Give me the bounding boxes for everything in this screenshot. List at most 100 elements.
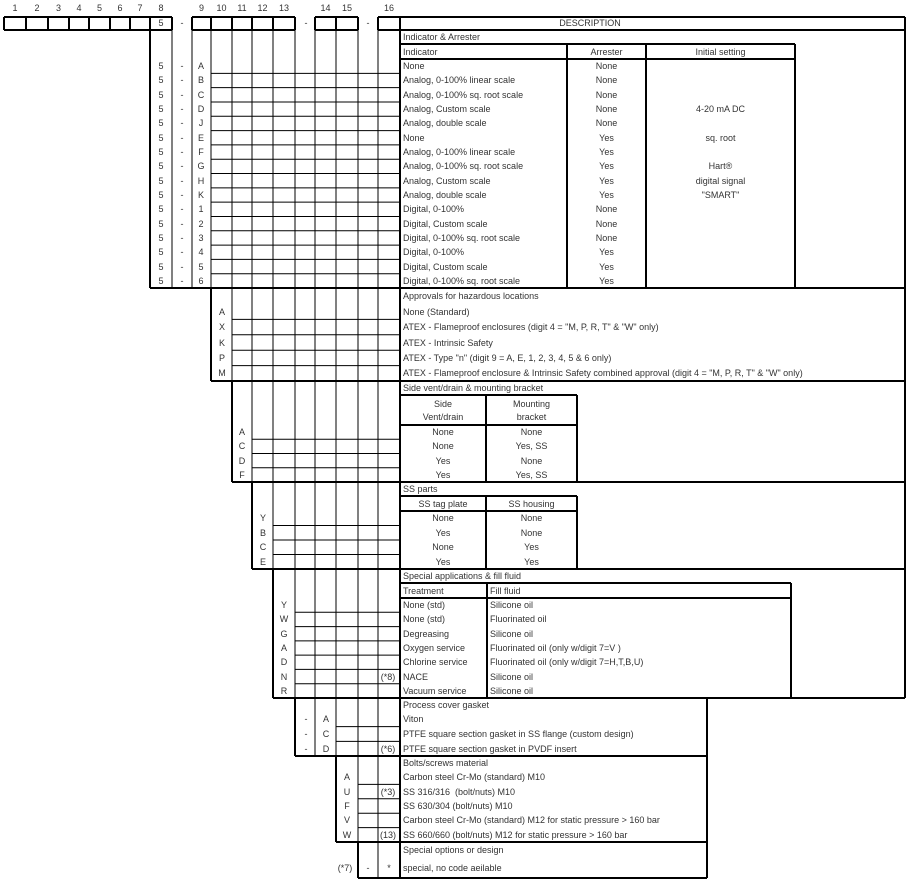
option-row[interactable] bbox=[400, 73, 905, 87]
option-row[interactable] bbox=[400, 202, 905, 216]
code-digit-box-16[interactable] bbox=[378, 17, 400, 30]
code-digit-box-6[interactable] bbox=[110, 17, 130, 30]
code-digit-box-13[interactable] bbox=[273, 17, 295, 30]
section-title: Side vent/drain & mounting bracket bbox=[403, 383, 544, 393]
option-row[interactable] bbox=[400, 259, 905, 273]
option-row[interactable] bbox=[400, 727, 707, 742]
option-row[interactable] bbox=[400, 439, 905, 453]
option-row[interactable] bbox=[400, 274, 905, 288]
option-row[interactable] bbox=[400, 858, 707, 878]
option-code: U bbox=[343, 786, 351, 797]
option-row[interactable] bbox=[400, 641, 905, 655]
option-row[interactable] bbox=[400, 366, 905, 381]
option-row[interactable] bbox=[400, 526, 905, 541]
option-row[interactable] bbox=[400, 454, 905, 468]
option-code: K bbox=[218, 337, 226, 348]
code-digit-box-14[interactable] bbox=[315, 17, 336, 30]
option-row[interactable] bbox=[400, 511, 905, 526]
option-description: None bbox=[432, 427, 454, 438]
option-description: None bbox=[595, 61, 618, 72]
option-description: ATEX - Type "n" (digit 9 = A, E, 1, 2, 3… bbox=[403, 352, 612, 363]
option-code: 6 bbox=[198, 275, 204, 286]
option-row[interactable] bbox=[400, 88, 905, 102]
option-row[interactable] bbox=[400, 612, 905, 626]
option-description: Yes bbox=[599, 247, 614, 258]
option-row[interactable] bbox=[400, 712, 707, 727]
code-prefix: (*7) bbox=[337, 863, 353, 873]
code-prefix: - bbox=[180, 61, 184, 72]
code-digit-box-10[interactable] bbox=[211, 17, 232, 30]
option-row[interactable] bbox=[400, 425, 905, 439]
code-digit-box-7[interactable] bbox=[130, 17, 150, 30]
option-row[interactable] bbox=[400, 555, 905, 570]
option-row[interactable] bbox=[400, 770, 707, 784]
code-digit-box-12[interactable] bbox=[252, 17, 273, 30]
option-row[interactable] bbox=[400, 669, 905, 683]
option-description: SS 316/316 (bolt/nuts) M10 bbox=[403, 786, 516, 797]
option-description: ATEX - Intrinsic Safety bbox=[403, 337, 493, 348]
option-row[interactable] bbox=[400, 102, 905, 116]
option-code: V bbox=[343, 815, 351, 826]
option-description: NACE bbox=[403, 671, 429, 682]
code-prefix: - bbox=[180, 261, 184, 272]
option-code: D bbox=[197, 104, 205, 115]
option-row[interactable] bbox=[400, 335, 905, 350]
option-row[interactable] bbox=[400, 784, 707, 798]
option-code: R bbox=[280, 685, 288, 696]
option-description: Yes bbox=[599, 161, 614, 172]
code-prefix: - bbox=[304, 729, 308, 739]
code-digit-box-5[interactable] bbox=[89, 17, 110, 30]
option-description: Yes bbox=[599, 189, 614, 200]
option-row[interactable] bbox=[400, 131, 905, 145]
option-row[interactable] bbox=[400, 116, 905, 130]
description-header: DESCRIPTION bbox=[559, 18, 621, 28]
option-description: Yes bbox=[524, 542, 539, 553]
option-row[interactable] bbox=[400, 231, 905, 245]
option-row[interactable] bbox=[400, 188, 905, 202]
option-description: None bbox=[595, 204, 618, 215]
option-row[interactable] bbox=[400, 319, 905, 334]
option-description: Yes, SS bbox=[515, 469, 548, 480]
section-title: Special applications & fill fluid bbox=[403, 571, 522, 581]
option-row[interactable] bbox=[400, 799, 707, 813]
option-row[interactable] bbox=[400, 828, 707, 842]
code-digit-box-11[interactable] bbox=[232, 17, 252, 30]
option-row[interactable] bbox=[400, 59, 905, 73]
column-header: SS tag plate bbox=[418, 498, 468, 509]
option-description: Degreasing bbox=[403, 628, 450, 639]
code-digit-box-15[interactable] bbox=[336, 17, 358, 30]
code-digit-box-9[interactable] bbox=[192, 17, 211, 30]
option-row[interactable] bbox=[400, 627, 905, 641]
digit-label-16: 16 bbox=[383, 3, 395, 13]
code-prefix: - bbox=[180, 275, 184, 286]
option-row[interactable] bbox=[400, 741, 707, 756]
option-row[interactable] bbox=[400, 350, 905, 365]
option-description: sq. root bbox=[705, 132, 736, 143]
option-row[interactable] bbox=[400, 655, 905, 669]
option-row[interactable] bbox=[400, 598, 905, 612]
option-row[interactable] bbox=[400, 813, 707, 827]
digit-label-7: 7 bbox=[137, 3, 143, 13]
option-row[interactable] bbox=[400, 540, 905, 555]
code-prefix: 5 bbox=[158, 61, 164, 72]
option-row[interactable] bbox=[400, 245, 905, 259]
column-header: Side Vent/drain bbox=[422, 399, 464, 422]
option-description: Yes bbox=[435, 455, 451, 466]
code-prefix: 5 bbox=[158, 161, 164, 172]
code-prefix: - bbox=[180, 147, 184, 158]
option-row[interactable] bbox=[400, 304, 905, 319]
option-description: Silicone oil bbox=[490, 685, 534, 696]
option-row[interactable] bbox=[400, 159, 905, 173]
option-row[interactable] bbox=[400, 174, 905, 188]
option-row[interactable] bbox=[400, 468, 905, 482]
option-code: C bbox=[238, 441, 246, 452]
code-digit-box-3[interactable] bbox=[48, 17, 69, 30]
digit-label-8: 8 bbox=[158, 3, 164, 13]
option-row[interactable] bbox=[400, 684, 905, 698]
digit-label-3: 3 bbox=[55, 3, 62, 13]
code-digit-box-2[interactable] bbox=[26, 17, 48, 30]
code-digit-box-1[interactable] bbox=[4, 17, 26, 30]
code-digit-box-4[interactable] bbox=[69, 17, 89, 30]
option-row[interactable] bbox=[400, 145, 905, 159]
option-row[interactable] bbox=[400, 216, 905, 230]
